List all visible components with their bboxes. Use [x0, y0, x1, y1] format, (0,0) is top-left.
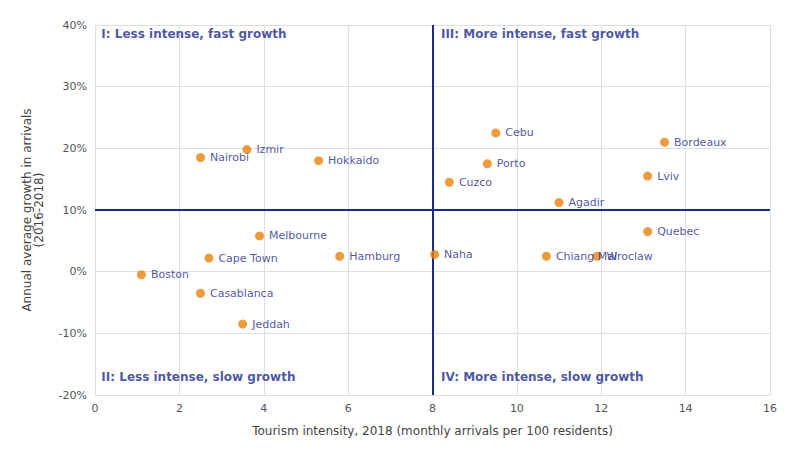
- svg-text:Wroclaw: Wroclaw: [607, 250, 653, 263]
- svg-text:Annual average growth in arriv: Annual average growth in arrivals: [20, 108, 34, 312]
- svg-text:Jeddah: Jeddah: [251, 318, 290, 331]
- svg-text:2: 2: [176, 402, 183, 415]
- svg-text:30%: 30%: [63, 80, 87, 93]
- svg-text:12: 12: [594, 402, 608, 415]
- svg-text:20%: 20%: [63, 142, 87, 155]
- svg-text:Hamburg: Hamburg: [349, 250, 400, 263]
- svg-text:III: More intense, fast growth: III: More intense, fast growth: [441, 27, 639, 41]
- svg-text:14: 14: [679, 402, 693, 415]
- svg-text:6: 6: [345, 402, 352, 415]
- svg-text:Cuzco: Cuzco: [459, 176, 492, 189]
- svg-text:(2016-2018): (2016-2018): [32, 173, 46, 248]
- svg-text:10: 10: [510, 402, 524, 415]
- svg-text:4: 4: [260, 402, 267, 415]
- svg-text:10%: 10%: [63, 204, 87, 217]
- svg-text:Izmir: Izmir: [256, 143, 284, 156]
- svg-text:Melbourne: Melbourne: [269, 229, 327, 242]
- svg-text:Cebu: Cebu: [505, 126, 533, 139]
- svg-text:-10%: -10%: [59, 327, 87, 340]
- svg-text:Casablanca: Casablanca: [210, 287, 273, 300]
- svg-text:16: 16: [763, 402, 777, 415]
- svg-text:40%: 40%: [63, 19, 87, 32]
- svg-text:Chiang Mai: Chiang Mai: [555, 249, 618, 263]
- svg-text:IV: More intense, slow growth: IV: More intense, slow growth: [441, 370, 644, 384]
- svg-text:Hokkaido: Hokkaido: [328, 154, 379, 167]
- svg-text:Agadir: Agadir: [569, 196, 605, 209]
- svg-text:Tourism intensity, 2018 (month: Tourism intensity, 2018 (monthly arrival…: [251, 424, 613, 438]
- svg-text:Quebec: Quebec: [657, 225, 699, 238]
- svg-text:II: Less intense, slow growth: II: Less intense, slow growth: [101, 370, 295, 384]
- svg-text:0%: 0%: [70, 265, 87, 278]
- svg-text:Porto: Porto: [497, 157, 526, 170]
- svg-text:Bordeaux: Bordeaux: [674, 136, 727, 149]
- svg-text:Naha: Naha: [444, 248, 473, 261]
- svg-text:Cape Town: Cape Town: [218, 252, 277, 265]
- svg-text:I: Less intense, fast growth: I: Less intense, fast growth: [101, 27, 286, 41]
- svg-text:Nairobi: Nairobi: [210, 151, 249, 164]
- svg-text:Lviv: Lviv: [657, 170, 680, 183]
- svg-text:-20%: -20%: [59, 389, 87, 402]
- svg-text:8: 8: [429, 402, 436, 415]
- svg-text:Boston: Boston: [151, 268, 189, 281]
- svg-text:0: 0: [92, 402, 99, 415]
